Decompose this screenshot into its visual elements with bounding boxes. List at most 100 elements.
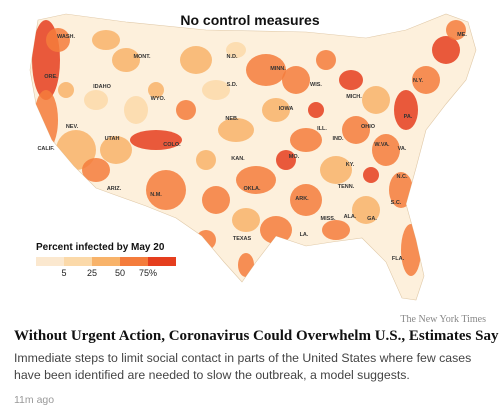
state-label: ORE. — [44, 74, 58, 80]
state-label: ILL. — [317, 126, 327, 132]
article-timestamp: 11m ago — [14, 394, 55, 406]
legend-ticks: 5 25 50 75% — [36, 268, 186, 280]
county-cluster-patch — [290, 128, 322, 152]
legend-tick: 25 — [86, 268, 98, 278]
county-cluster-patch — [262, 98, 290, 122]
state-label: CALIF. — [37, 146, 55, 152]
county-cluster-patch — [290, 184, 322, 216]
county-cluster-patch — [148, 82, 164, 98]
county-cluster-patch — [146, 170, 186, 210]
state-label: W.VA. — [374, 142, 390, 148]
state-label: UTAH — [105, 136, 120, 142]
legend-tick: 75% — [138, 268, 158, 278]
state-label: VA. — [398, 146, 407, 152]
county-cluster-patch — [238, 253, 254, 277]
state-label: TENN. — [338, 184, 355, 190]
county-cluster-patch — [246, 54, 286, 86]
county-cluster-patch — [260, 216, 292, 244]
state-label: N.D. — [227, 54, 238, 60]
county-cluster-patch — [202, 80, 230, 100]
legend-swatch — [36, 257, 64, 266]
county-cluster-patch — [276, 150, 296, 170]
state-label: MISS. — [321, 216, 336, 222]
county-cluster-patch — [308, 102, 324, 118]
county-cluster-patch — [322, 220, 350, 240]
state-label: FLA. — [392, 256, 405, 262]
state-label: ALA. — [344, 214, 357, 220]
infection-map[interactable]: WASH. ORE. CALIF. NEV. IDAHO MONT. WYO. UTAH ARI… — [6, 0, 494, 314]
county-cluster-patch — [130, 130, 182, 150]
county-cluster-patch — [236, 166, 276, 194]
county-cluster-patch — [401, 224, 421, 276]
state-label: KAN. — [231, 156, 245, 162]
legend-swatch — [92, 257, 120, 266]
state-label: TEXAS — [233, 236, 252, 242]
county-cluster-patch — [352, 196, 380, 224]
state-label: KY. — [346, 162, 355, 168]
state-label: MO. — [289, 154, 300, 160]
county-cluster-patch — [412, 66, 440, 94]
state-label: MICH. — [346, 94, 362, 100]
state-label: GA. — [367, 216, 377, 222]
county-cluster-patch — [176, 100, 196, 120]
county-cluster-patch — [432, 36, 460, 64]
legend-title: Percent infected by May 20 — [36, 242, 165, 253]
county-cluster-patch — [196, 230, 216, 250]
county-cluster-patch — [363, 167, 379, 183]
county-cluster-patch — [372, 134, 400, 166]
state-label: COLO. — [163, 142, 181, 148]
county-cluster-patch — [112, 48, 140, 72]
county-cluster-patch — [100, 136, 132, 164]
state-label: OHIO — [361, 124, 376, 130]
county-cluster-patch — [446, 20, 466, 40]
legend-swatch — [148, 257, 176, 266]
legend-tick: 5 — [61, 268, 67, 278]
state-label: WASH. — [57, 34, 76, 40]
state-label: WIS. — [310, 82, 322, 88]
state-label: S.D. — [227, 82, 238, 88]
map-title: No control measures — [180, 12, 320, 28]
state-label: IOWA — [279, 106, 294, 112]
legend-color-scale — [36, 257, 176, 266]
county-cluster-patch — [82, 158, 110, 182]
county-cluster-patch — [46, 28, 70, 52]
legend-swatch — [120, 257, 148, 266]
county-cluster-patch — [84, 90, 108, 110]
county-cluster-patch — [232, 208, 260, 232]
state-label: MINN. — [270, 66, 286, 72]
county-cluster-patch — [362, 86, 390, 114]
source-label: The New York Times — [400, 314, 486, 325]
county-cluster-patch — [389, 172, 413, 208]
county-cluster-patch — [282, 66, 310, 94]
state-label: S.C. — [391, 200, 402, 206]
article-headline-link[interactable]: Without Urgent Action, Coronavirus Could… — [14, 328, 499, 344]
state-label: MONT. — [133, 54, 151, 60]
state-label: ARIZ. — [107, 186, 122, 192]
state-label: NEV. — [66, 124, 79, 130]
state-label: PA. — [404, 114, 413, 120]
state-label: IND. — [333, 136, 344, 142]
county-cluster-patch — [339, 70, 363, 90]
county-cluster-patch — [196, 150, 216, 170]
state-label: N.C. — [397, 174, 408, 180]
county-cluster-patch — [58, 82, 74, 98]
county-cluster-patch — [394, 90, 418, 130]
county-cluster-patch — [226, 42, 246, 58]
county-cluster-patch — [34, 90, 58, 150]
state-label: LA. — [300, 232, 309, 238]
legend-tick: 50 — [114, 268, 126, 278]
map-legend: Percent infected by May 20 5 25 50 75% — [36, 242, 186, 282]
county-cluster-patch — [202, 186, 230, 214]
county-cluster-patch — [180, 46, 212, 74]
county-cluster-patch — [124, 96, 148, 124]
us-map-graphic: WASH. ORE. CALIF. NEV. IDAHO MONT. WYO. UTAH ARI… — [29, 13, 477, 301]
state-label: N.M. — [150, 192, 162, 198]
state-label: WYO. — [151, 96, 166, 102]
state-label: ARK. — [295, 196, 309, 202]
article-summary: Immediate steps to limit social contact … — [14, 351, 472, 382]
county-cluster-patch — [320, 156, 352, 184]
county-cluster-patch — [316, 50, 336, 70]
state-label: NEB. — [225, 116, 239, 122]
county-cluster-patch — [92, 30, 120, 50]
